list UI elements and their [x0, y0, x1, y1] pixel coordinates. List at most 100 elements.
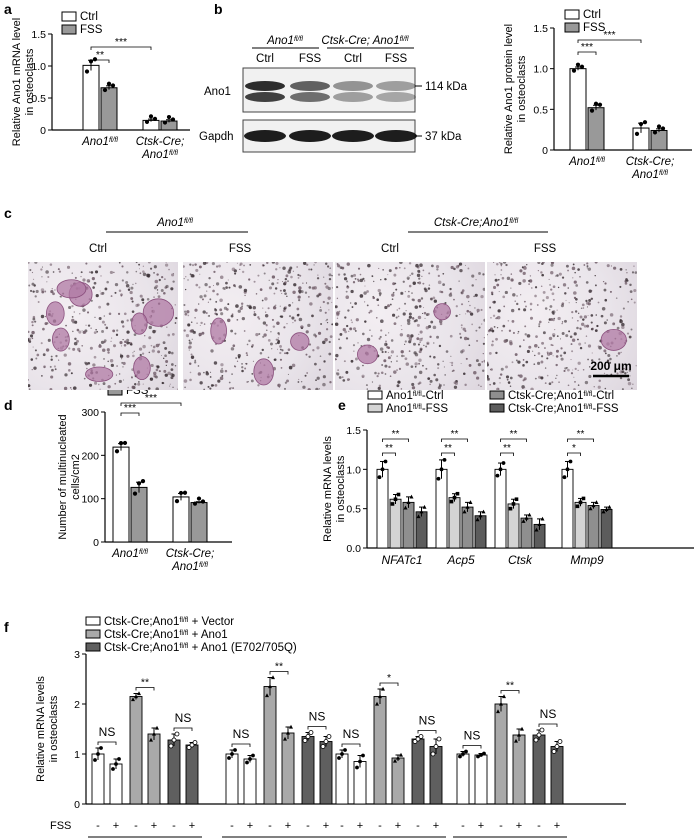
cell-dot — [28, 338, 30, 341]
cell-dot — [311, 286, 315, 290]
fss-sign: + — [189, 820, 195, 832]
cell-dot — [120, 345, 122, 347]
cell-dot — [587, 344, 592, 348]
cell-dot — [258, 317, 261, 320]
cell-dot — [451, 364, 453, 367]
y-tick-label: 0 — [542, 145, 548, 157]
cell-dot — [459, 263, 461, 265]
cell-dot — [34, 295, 37, 298]
cell-dot — [29, 289, 33, 293]
cell-dot — [455, 305, 458, 308]
cell-dot — [105, 327, 108, 330]
legend-swatch — [564, 22, 580, 33]
cell-dot — [257, 316, 260, 319]
x-tick-label: Ctsk-Cre; — [626, 156, 675, 168]
cell-dot — [365, 384, 368, 387]
data-point — [607, 504, 612, 509]
cell-dot — [350, 319, 353, 321]
data-point — [355, 765, 359, 770]
data-point — [271, 675, 275, 680]
cell-dot — [381, 364, 384, 366]
data-point — [660, 126, 666, 131]
cell-dot — [556, 374, 558, 377]
cell-dot — [394, 266, 398, 270]
cell-dot — [577, 319, 579, 322]
cell-dot — [630, 328, 633, 331]
cell-dot — [106, 302, 110, 306]
cell-dot — [221, 375, 224, 377]
significance-label: *** — [145, 392, 157, 404]
cell-dot — [408, 315, 412, 319]
significance-label: *** — [124, 402, 136, 414]
micrograph-image: 200 μm — [487, 262, 637, 390]
data-point — [511, 502, 516, 506]
cell-dot — [397, 315, 400, 318]
cell-dot — [316, 376, 320, 380]
cell-dot — [201, 331, 205, 335]
cell-dot — [46, 281, 48, 283]
cell-dot — [284, 381, 288, 384]
cell-dot — [626, 371, 628, 373]
significance-bracket — [231, 743, 251, 747]
cell-dot — [126, 338, 130, 342]
cell-dot — [239, 264, 241, 266]
cell-dot — [455, 265, 460, 269]
cell-dot — [288, 365, 293, 370]
cell-dot — [35, 289, 39, 294]
cell-dot — [31, 368, 33, 371]
cell-dot — [279, 289, 282, 292]
cell-dot — [415, 263, 419, 268]
data-point — [533, 737, 539, 743]
significance-label: *** — [603, 29, 615, 41]
cell-dot — [598, 362, 600, 364]
cell-dot — [523, 308, 527, 312]
cell-dot — [218, 264, 221, 268]
cell-dot — [308, 343, 312, 346]
cell-dot — [530, 387, 534, 390]
cell-dot — [171, 351, 174, 355]
y-axis-title: Relative Ano1 mRNA level — [11, 18, 23, 146]
cell-dot — [385, 340, 387, 343]
significance-label: NS — [419, 714, 436, 728]
cell-dot — [353, 273, 356, 277]
cell-dot — [174, 365, 177, 367]
fss-sign: + — [516, 820, 522, 832]
cell-dot — [325, 328, 329, 331]
cell-dot — [387, 274, 389, 276]
cell-dot — [492, 382, 496, 385]
cell-dot — [540, 355, 544, 358]
cell-dot — [132, 352, 134, 354]
cell-dot — [502, 295, 506, 299]
cell-dot — [29, 334, 34, 338]
cell-dot — [609, 290, 612, 293]
cell-dot — [628, 335, 632, 339]
cell-dot — [155, 368, 159, 372]
cell-dot — [604, 298, 608, 302]
cell-dot — [390, 350, 394, 354]
bar — [411, 738, 425, 805]
data-point — [462, 509, 467, 514]
cell-dot — [577, 338, 579, 341]
cell-dot — [507, 319, 510, 322]
cell-dot — [162, 341, 166, 345]
cell-dot — [149, 267, 153, 270]
cell-dot — [123, 379, 125, 381]
cell-dot — [408, 284, 412, 288]
cell-dot — [122, 361, 126, 365]
significance-label: ** — [141, 677, 149, 689]
cell-dot — [497, 278, 500, 281]
cell-dot — [243, 288, 248, 293]
cell-dot — [418, 362, 421, 365]
y-tick-label: 0 — [93, 537, 99, 549]
cell-dot — [588, 366, 591, 368]
cell-dot — [116, 329, 119, 332]
cell-dot — [336, 285, 339, 289]
x-tick-label: Ctsk-Cre; — [166, 548, 215, 560]
bar — [587, 107, 605, 151]
cell-dot — [526, 349, 530, 354]
data-point — [495, 473, 500, 478]
cell-dot — [629, 283, 632, 287]
cell-dot — [487, 334, 488, 336]
x-tick-label: Acp5 — [446, 553, 475, 567]
cell-dot — [246, 343, 249, 346]
